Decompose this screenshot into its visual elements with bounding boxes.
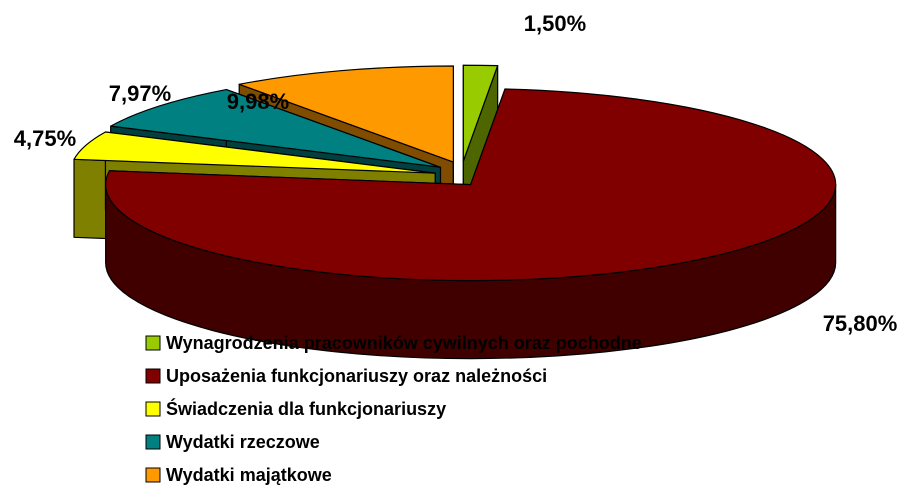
legend-label: Wydatki rzeczowe xyxy=(166,432,320,452)
slice-top xyxy=(110,88,442,168)
legend-swatch xyxy=(145,368,161,384)
slice-top xyxy=(462,64,499,162)
data-label: 4,75% xyxy=(14,126,76,151)
slice-top xyxy=(73,131,436,174)
legend-label: Wydatki majątkowe xyxy=(166,465,332,485)
data-label: 9,98% xyxy=(227,89,289,114)
data-label: 7,97% xyxy=(109,81,171,106)
legend-swatch xyxy=(145,401,161,417)
data-label: 75,80% xyxy=(823,311,898,336)
data-label: 1,50% xyxy=(524,11,586,36)
legend-label: Uposażenia funkcjonariuszy oraz należnoś… xyxy=(166,366,547,386)
slice-top xyxy=(105,88,837,282)
legend-swatch xyxy=(145,434,161,450)
slice-top xyxy=(238,65,454,163)
legend-swatch xyxy=(145,335,161,351)
legend-label: Wynagrodzenia pracowników cywilnych oraz… xyxy=(166,333,642,353)
legend-label: Świadczenia dla funkcjonariuszy xyxy=(166,398,446,419)
slice xyxy=(105,88,837,360)
legend-swatch xyxy=(145,467,161,483)
